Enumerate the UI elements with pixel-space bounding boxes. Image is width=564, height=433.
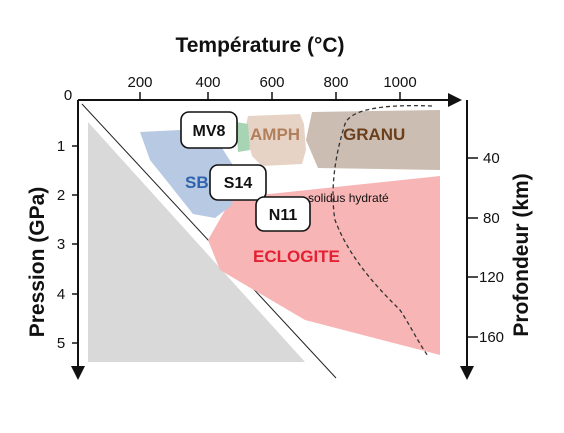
temperature-axis-arrow	[448, 93, 462, 107]
amphibolite-field	[245, 114, 306, 166]
amphibolite-label: AMPH	[250, 125, 300, 144]
temperature-tick-label: 200	[127, 74, 152, 91]
temperature-tick-label: 800	[323, 74, 348, 91]
solidus-label: solidus hydraté	[308, 191, 389, 205]
pressure-tick-label: 5	[57, 335, 65, 352]
hydrated-solidus-curve	[332, 104, 433, 357]
pressure-tick-label: 3	[57, 236, 65, 253]
depth-tick-label: 120	[479, 269, 504, 286]
sample-box-frame	[255, 196, 311, 232]
pressure-tick-labels: 0 1 2 3 4 5	[57, 87, 72, 352]
sample-box-mv8: MV8	[180, 111, 238, 149]
depth-tick-label: 40	[483, 150, 500, 167]
granulite-label: GRANU	[343, 125, 405, 144]
depth-tick-label: 160	[479, 329, 504, 346]
sample-box-n11: N11	[255, 196, 311, 232]
depth-tick-label: 80	[483, 210, 500, 227]
blueschist-label: SB	[185, 173, 209, 192]
sample-label: S14	[224, 175, 253, 192]
granulite-field	[306, 110, 440, 170]
pressure-axis-title: Pression (GPa)	[26, 187, 49, 338]
temperature-tick-label: 600	[259, 74, 284, 91]
pressure-tick-label: 1	[57, 138, 65, 155]
pressure-tick-label: 2	[57, 187, 65, 204]
axes	[71, 92, 474, 380]
depth-ticks: 40 80 120 160	[467, 150, 504, 346]
depth-axis-arrow	[460, 366, 474, 380]
sample-box-s14: S14	[209, 164, 267, 201]
forbidden-zone	[88, 122, 305, 362]
temperature-axis-title: Température (°C)	[175, 34, 344, 57]
pressure-axis-arrow	[71, 366, 85, 380]
depth-axis-title: Profondeur (km)	[510, 173, 533, 336]
sample-box-frame	[180, 111, 238, 149]
sample-box-frame	[209, 164, 267, 201]
pressure-tick-label: 0	[64, 87, 72, 104]
temperature-tick-label: 400	[195, 74, 220, 91]
sample-label: N11	[269, 207, 298, 224]
sample-label: MV8	[193, 123, 226, 140]
temperature-tick-label: 1000	[383, 74, 416, 91]
pressure-tick-label: 4	[57, 286, 65, 303]
eclogite-label: ECLOGITE	[253, 247, 340, 266]
temperature-tick-labels: 200 400 600 800 1000	[127, 74, 416, 91]
greenschist-field	[236, 122, 250, 152]
